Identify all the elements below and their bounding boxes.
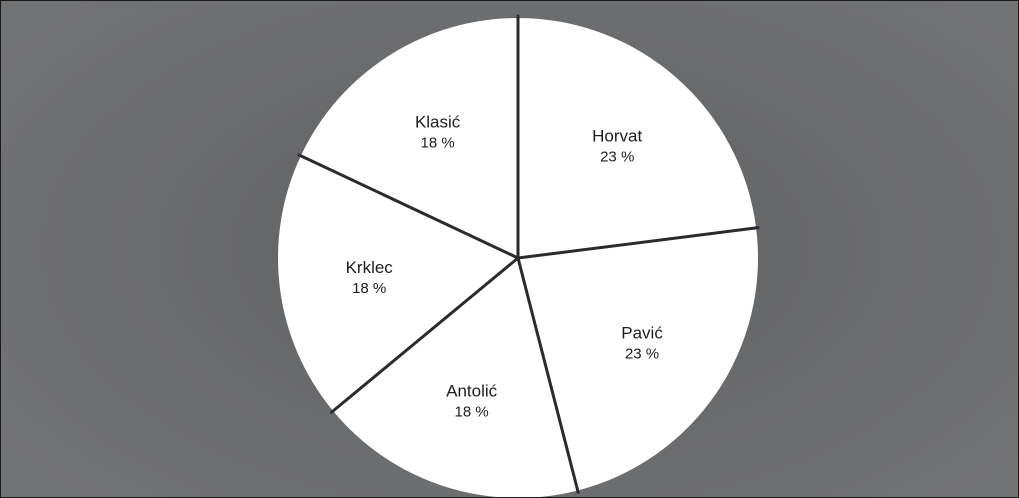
slice-divider-4 <box>330 256 520 414</box>
pie-dividers <box>297 14 760 494</box>
slice-value-klasic: 18 % <box>421 134 455 151</box>
slice-label-krklec: Krklec <box>346 258 394 277</box>
pie-slice-krklec <box>277 155 518 411</box>
slice-divider-3 <box>516 256 580 494</box>
pie-slice-antolic <box>333 258 578 497</box>
pie-slices <box>277 18 758 497</box>
slice-label-pavic: Pavić <box>621 323 663 342</box>
slice-value-pavic: 23 % <box>625 345 659 362</box>
slice-label-antolic: Antolić <box>446 382 498 401</box>
pie-slice-horvat <box>518 18 757 258</box>
slice-divider-5 <box>297 153 520 260</box>
slice-label-horvat: Horvat <box>592 126 642 145</box>
slice-label-klasic: Klasić <box>415 112 461 131</box>
pie-slice-pavic <box>518 227 758 491</box>
pie-slice-klasic <box>300 18 518 258</box>
slice-value-krklec: 18 % <box>352 280 386 297</box>
slice-value-horvat: 23 % <box>600 148 634 165</box>
slice-divider-2 <box>516 226 760 260</box>
pie-labels: Horvat 23 % Pavić 23 % Antolić 18 % Krklec 18 %… <box>346 112 664 420</box>
slice-value-antolic: 18 % <box>455 404 489 421</box>
